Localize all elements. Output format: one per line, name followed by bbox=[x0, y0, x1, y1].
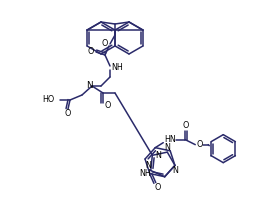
Text: N: N bbox=[86, 81, 92, 89]
Text: O: O bbox=[102, 39, 108, 49]
Text: O: O bbox=[65, 110, 71, 119]
Text: N: N bbox=[155, 151, 161, 160]
Text: NH: NH bbox=[139, 169, 151, 178]
Text: HN: HN bbox=[164, 135, 176, 144]
Text: HO: HO bbox=[42, 95, 54, 105]
Text: O: O bbox=[105, 102, 111, 110]
Text: N: N bbox=[145, 161, 151, 170]
Text: N: N bbox=[172, 166, 178, 175]
Text: O: O bbox=[88, 47, 94, 57]
Text: O: O bbox=[182, 121, 188, 130]
Text: O: O bbox=[196, 140, 202, 149]
Text: NH: NH bbox=[111, 63, 123, 71]
Text: O: O bbox=[155, 183, 161, 192]
Text: N: N bbox=[164, 143, 170, 152]
